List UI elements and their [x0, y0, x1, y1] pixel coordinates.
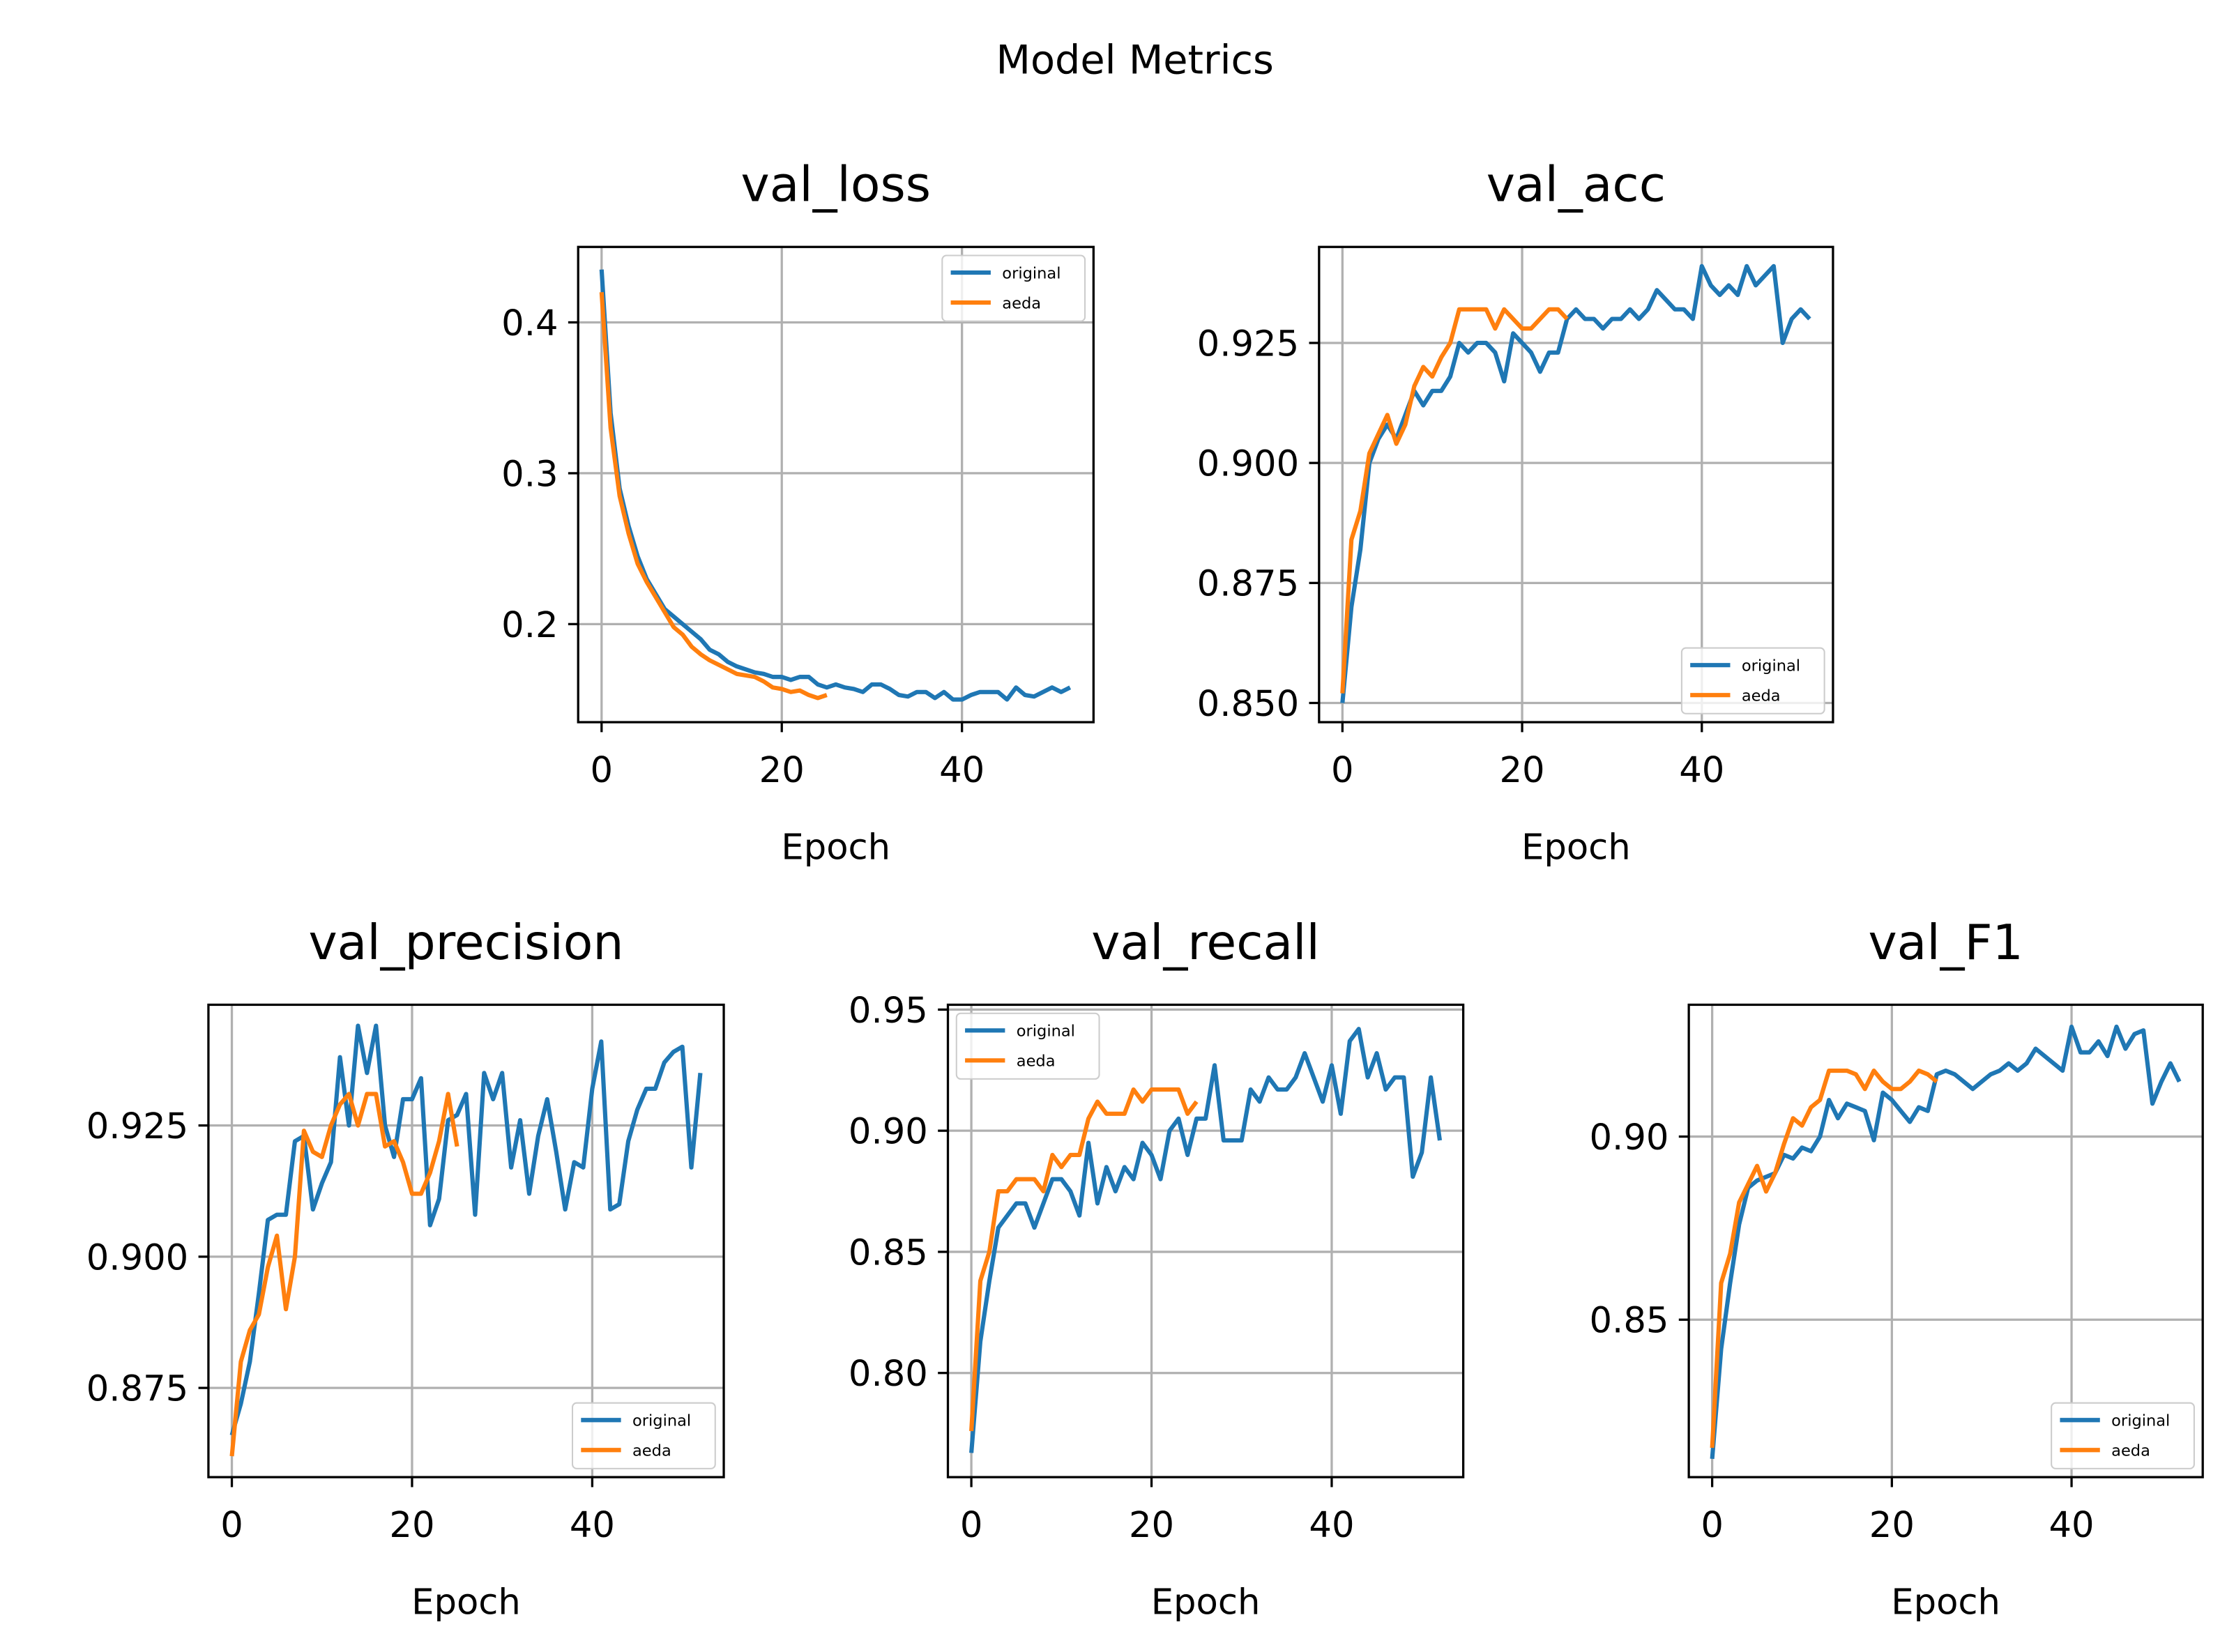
- y-tick-label: 0.900: [1197, 443, 1300, 485]
- series-line: [1340, 307, 1569, 694]
- y-tick-label: 0.4: [501, 303, 558, 344]
- y-tick-label: 0.90: [1590, 1117, 1669, 1158]
- x-tick-label: 40: [570, 1504, 615, 1546]
- series-line: [969, 1087, 1199, 1432]
- subplot-title: val_precision: [308, 915, 623, 971]
- legend-label: original: [2111, 1412, 2170, 1430]
- legend-label: original: [632, 1412, 691, 1430]
- axes-frame: [577, 245, 1095, 724]
- x-tick-label: 40: [1309, 1504, 1354, 1546]
- x-tick-label: 0: [1701, 1504, 1724, 1546]
- subplot-title: val_recall: [1091, 915, 1320, 971]
- x-tick-label: 40: [939, 749, 985, 791]
- legend-label: aeda: [632, 1441, 671, 1460]
- y-tick-label: 0.85: [1590, 1300, 1669, 1342]
- legend-label: aeda: [1017, 1052, 1056, 1070]
- series-line: [229, 1092, 459, 1457]
- y-tick-label: 0.900: [86, 1237, 188, 1278]
- x-tick-label: 0: [960, 1504, 983, 1546]
- legend-label: original: [1742, 657, 1800, 675]
- y-tick-label: 0.850: [1197, 683, 1300, 725]
- plot-area: [1710, 1024, 2182, 1460]
- x-tick-label: 40: [1679, 749, 1724, 791]
- y-tick-label: 0.90: [849, 1111, 928, 1153]
- x-tick-label: 0: [1331, 749, 1354, 791]
- x-axis-label: Epoch: [781, 827, 890, 869]
- legend-label: aeda: [2111, 1441, 2150, 1460]
- x-axis-label: Epoch: [1891, 1582, 2000, 1623]
- series-line: [1710, 1068, 1938, 1448]
- legend-label: aeda: [1002, 294, 1041, 312]
- series-line: [969, 1027, 1443, 1453]
- axes-frame: [1318, 245, 1834, 724]
- y-tick-label: 0.95: [849, 990, 928, 1032]
- axes-frame: [946, 1003, 1465, 1478]
- subplot-title: val_acc: [1487, 157, 1666, 213]
- y-tick-label: 0.3: [501, 453, 558, 495]
- x-tick-label: 0: [591, 749, 614, 791]
- axes-frame: [1687, 1003, 2204, 1478]
- plot-area: [969, 1027, 1443, 1453]
- x-tick-label: 40: [2049, 1504, 2094, 1546]
- y-tick-label: 0.85: [849, 1232, 928, 1274]
- y-tick-label: 0.925: [1197, 323, 1300, 365]
- figure-title: Model Metrics: [996, 37, 1274, 84]
- subplot-title: val_F1: [1868, 915, 2023, 971]
- y-tick-label: 0.875: [1197, 563, 1300, 605]
- legend-label: aeda: [1742, 687, 1781, 705]
- series-line: [599, 269, 1072, 702]
- y-tick-label: 0.2: [501, 604, 558, 646]
- axes-frame: [207, 1003, 725, 1478]
- x-tick-label: 0: [220, 1504, 243, 1546]
- legend-label: original: [1017, 1022, 1075, 1040]
- y-tick-label: 0.925: [86, 1106, 188, 1147]
- series-line: [1710, 1024, 2182, 1460]
- x-tick-label: 20: [759, 749, 805, 791]
- x-tick-label: 20: [1129, 1504, 1174, 1546]
- subplot-title: val_loss: [741, 157, 931, 213]
- series-line: [1340, 263, 1811, 703]
- x-axis-label: Epoch: [411, 1582, 521, 1623]
- x-tick-label: 20: [1869, 1504, 1915, 1546]
- x-axis-label: Epoch: [1151, 1582, 1261, 1623]
- y-tick-label: 0.80: [849, 1353, 928, 1395]
- x-tick-label: 20: [1499, 749, 1544, 791]
- legend-label: original: [1002, 264, 1061, 282]
- series-line: [229, 1023, 703, 1436]
- series-line: [599, 291, 828, 701]
- y-tick-label: 0.875: [86, 1368, 188, 1410]
- plot-area: [599, 269, 1072, 702]
- plot-area: [229, 1023, 703, 1457]
- x-tick-label: 20: [389, 1504, 434, 1546]
- plot-area: [1340, 263, 1811, 703]
- x-axis-label: Epoch: [1521, 827, 1631, 869]
